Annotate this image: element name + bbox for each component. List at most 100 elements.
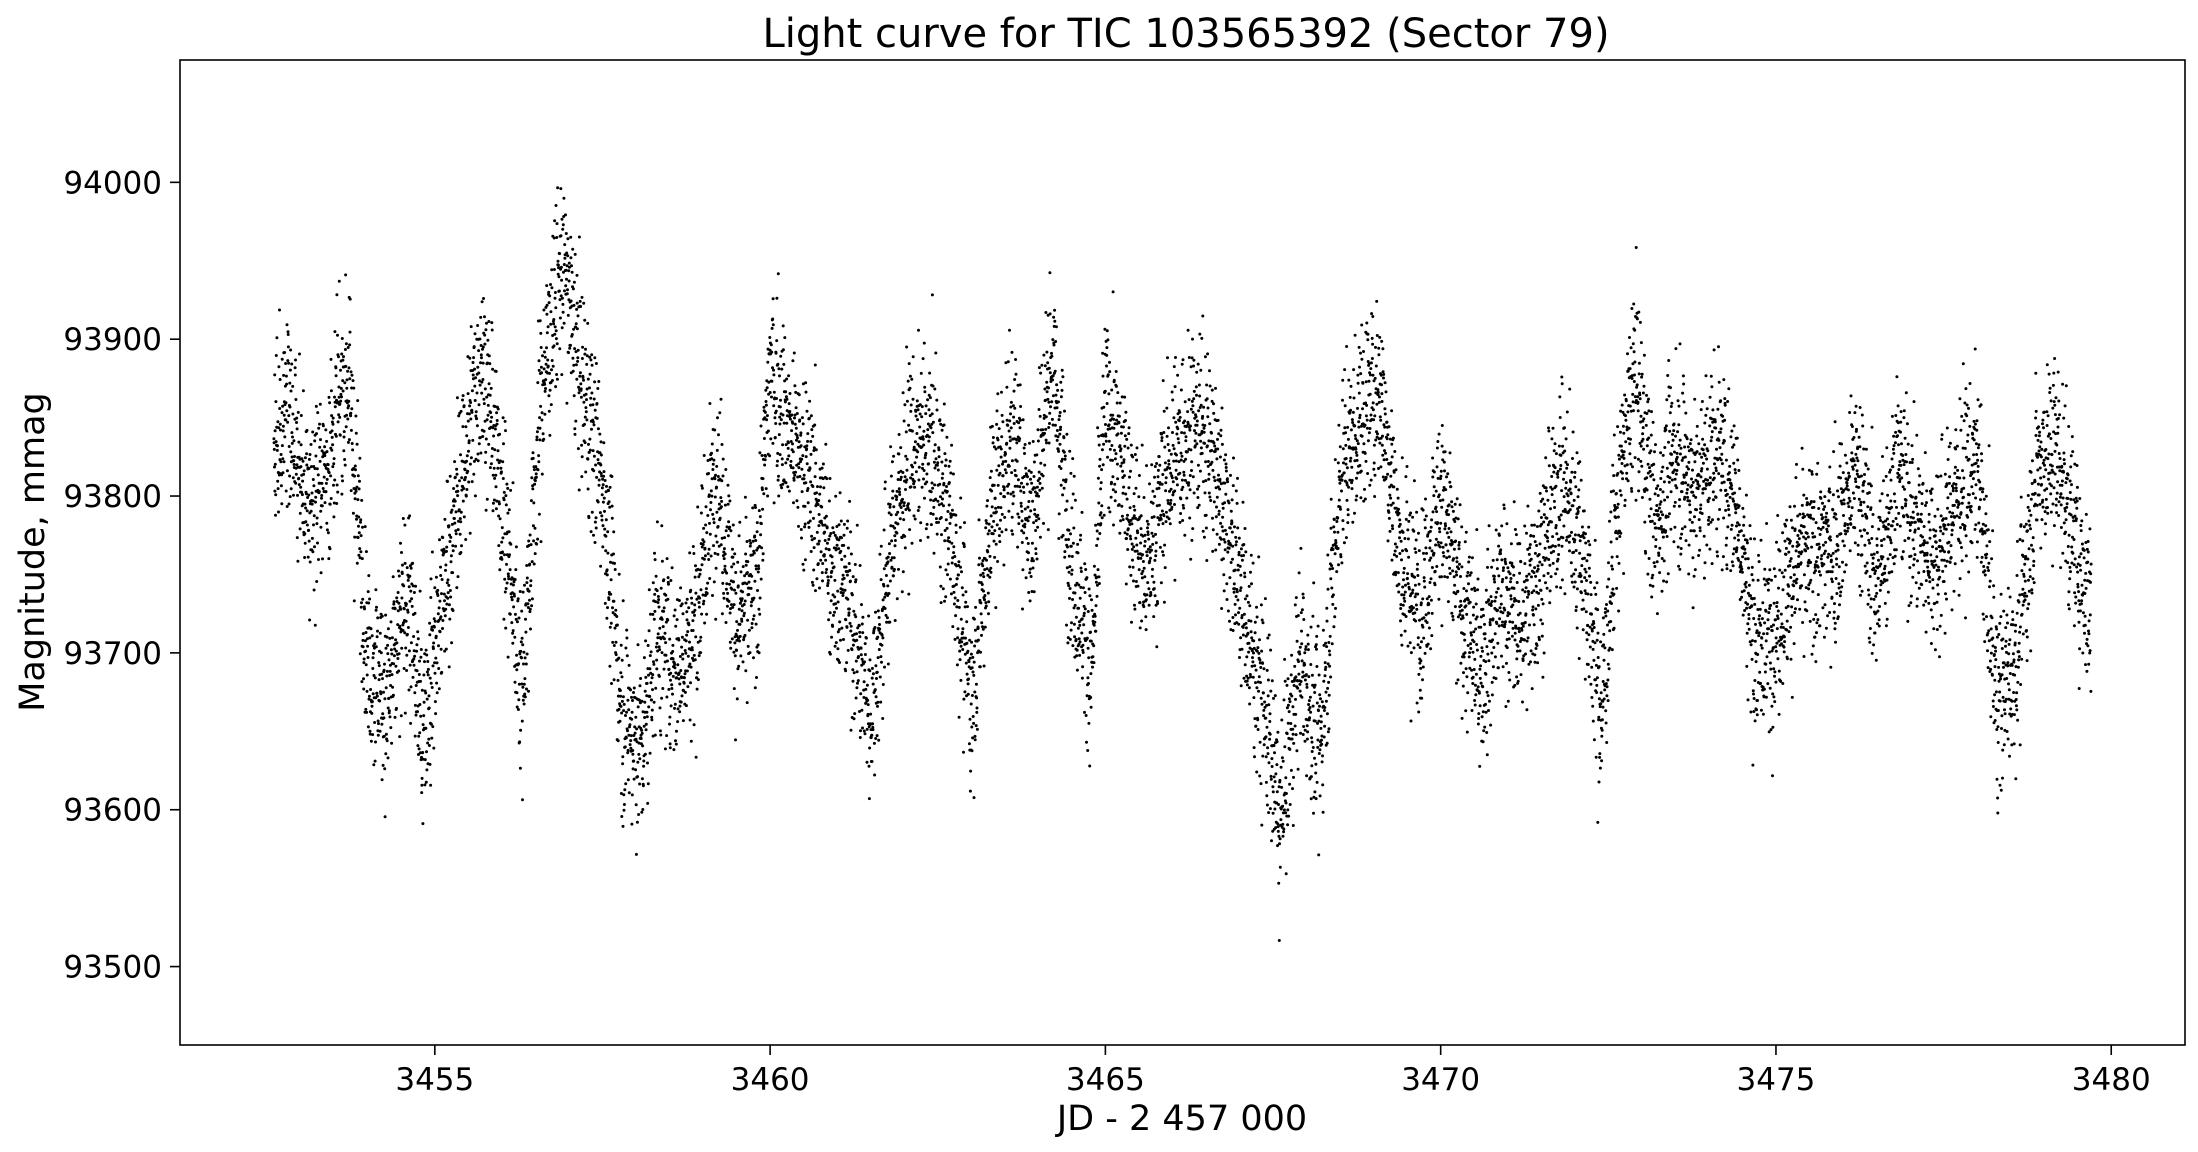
data-point <box>1221 529 1225 533</box>
data-point <box>352 599 356 603</box>
data-point <box>427 706 431 710</box>
data-point <box>942 481 946 485</box>
data-point <box>690 646 694 650</box>
data-point <box>634 768 638 772</box>
data-point <box>1136 531 1140 535</box>
data-point <box>1245 679 1249 683</box>
data-point <box>1038 535 1042 539</box>
data-point <box>812 546 816 550</box>
data-point <box>360 680 364 684</box>
data-point <box>942 423 946 427</box>
data-point <box>963 605 967 609</box>
data-point <box>727 520 731 524</box>
data-point <box>527 539 531 543</box>
data-point <box>858 710 861 713</box>
data-point <box>1007 429 1011 433</box>
data-point <box>566 237 570 241</box>
data-point <box>386 756 390 760</box>
data-point <box>1080 510 1084 514</box>
data-point <box>367 601 371 605</box>
data-point <box>353 464 357 468</box>
data-point <box>943 529 947 532</box>
data-point <box>511 631 515 635</box>
data-point <box>709 554 713 558</box>
data-point <box>1182 506 1186 510</box>
data-point <box>283 435 287 439</box>
data-point <box>1165 434 1169 438</box>
data-point <box>1163 543 1167 547</box>
data-point <box>1161 473 1165 476</box>
data-point <box>829 575 833 579</box>
data-point <box>609 560 612 564</box>
data-point <box>523 677 527 681</box>
data-point <box>1058 442 1062 446</box>
data-point <box>1152 580 1156 584</box>
data-point <box>484 437 488 441</box>
data-point <box>297 476 301 480</box>
data-point <box>571 287 575 291</box>
data-point <box>698 568 702 572</box>
data-point <box>722 591 726 595</box>
data-point <box>281 471 285 475</box>
data-point <box>1187 481 1191 485</box>
data-point <box>553 296 557 300</box>
data-point <box>1029 477 1032 481</box>
data-point <box>918 425 922 429</box>
data-point <box>434 656 438 660</box>
data-point <box>1078 640 1082 644</box>
data-point <box>1125 532 1129 536</box>
data-point <box>959 565 962 569</box>
data-point <box>923 390 927 394</box>
data-point <box>473 384 477 388</box>
data-point <box>452 504 456 508</box>
data-point <box>412 649 416 653</box>
data-point <box>1027 469 1031 473</box>
data-point <box>393 607 397 611</box>
data-point <box>1249 553 1253 557</box>
data-point <box>1195 370 1199 374</box>
data-point <box>902 518 906 522</box>
data-point <box>1154 541 1158 545</box>
data-point <box>781 482 785 486</box>
data-point <box>272 437 276 441</box>
data-point <box>1096 476 1100 480</box>
data-point <box>1068 596 1071 600</box>
data-point <box>1110 444 1114 447</box>
data-point <box>968 638 972 642</box>
data-point <box>1254 681 1257 685</box>
data-point <box>426 660 430 663</box>
data-point <box>935 463 939 467</box>
data-point <box>972 721 976 725</box>
data-point <box>875 734 879 738</box>
data-point <box>1104 432 1108 436</box>
data-point <box>627 708 631 712</box>
data-point <box>880 633 884 637</box>
data-point <box>752 596 756 600</box>
data-point <box>357 487 361 491</box>
data-point <box>293 373 297 377</box>
data-point <box>900 590 904 594</box>
data-point <box>287 445 291 448</box>
data-point <box>726 591 730 595</box>
data-point <box>781 324 785 328</box>
data-point <box>630 822 634 826</box>
data-point <box>902 419 906 423</box>
data-point <box>892 556 896 560</box>
data-point <box>329 357 333 361</box>
data-point <box>1179 512 1183 515</box>
data-point <box>859 653 863 657</box>
data-point <box>879 578 883 582</box>
data-point <box>574 419 578 423</box>
data-point <box>584 347 587 351</box>
data-point <box>1012 494 1016 498</box>
data-point <box>790 429 794 433</box>
data-point <box>1248 702 1252 706</box>
data-point <box>967 742 971 746</box>
data-point <box>698 639 702 643</box>
data-point <box>1137 495 1141 499</box>
data-point <box>304 506 308 510</box>
data-point <box>697 601 701 604</box>
data-point <box>1116 477 1120 481</box>
data-point <box>1050 351 1053 355</box>
data-point <box>513 612 517 616</box>
